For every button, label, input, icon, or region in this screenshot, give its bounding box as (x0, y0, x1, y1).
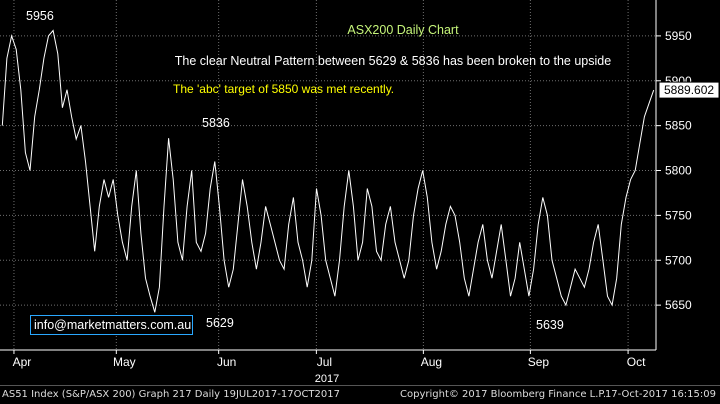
x-tick-label: Oct (627, 355, 646, 369)
x-tick-label: Apr (13, 355, 32, 369)
y-tick-label: 5700 (665, 253, 692, 267)
annotation-abc-target: The 'abc' target of 5850 was met recentl… (173, 82, 394, 96)
x-axis-year: 2017 (315, 373, 339, 385)
y-tick-label: 5950 (665, 29, 692, 43)
y-tick-label: 5650 (665, 298, 692, 312)
footer-bar: AS51 Index (S&P/ASX 200) Graph 217 Daily… (0, 385, 720, 404)
x-tick-label: Aug (421, 355, 442, 369)
annotation-neutral-pattern: The clear Neutral Pattern between 5629 &… (175, 54, 611, 68)
x-axis: Apr May Jun Jul Aug Sep Oct (0, 349, 656, 369)
x-tick-label: Jul (317, 355, 332, 369)
x-tick-label: Sep (528, 355, 550, 369)
price-line (1, 29, 655, 313)
footer-copyright: Copyright© 2017 Bloomberg Finance L.P. (400, 389, 607, 400)
point-label-high: 5956 (26, 9, 54, 23)
last-price-value: 5889.602 (664, 83, 714, 97)
y-tick-label: 5850 (665, 119, 692, 133)
footer-timestamp: 17-Oct-2017 16:15:09 (604, 389, 716, 400)
x-grid-lines (13, 0, 629, 350)
x-tick-label: Jun (217, 355, 236, 369)
y-tick-label: 5800 (665, 164, 692, 178)
point-label-5639: 5639 (536, 318, 564, 332)
chart-title: ASX200 Daily Chart (347, 23, 459, 37)
email-link[interactable]: info@marketmatters.com.au (30, 315, 193, 335)
footer-security-info: AS51 Index (S&P/ASX 200) Graph 217 Daily… (2, 389, 340, 400)
point-label-5629: 5629 (206, 316, 234, 330)
point-label-5836: 5836 (202, 116, 230, 130)
x-tick-label: May (113, 355, 136, 369)
grid-lines (0, 35, 656, 306)
y-tick-label: 5750 (665, 208, 692, 222)
last-price-tag: 5889.602 (658, 81, 720, 99)
